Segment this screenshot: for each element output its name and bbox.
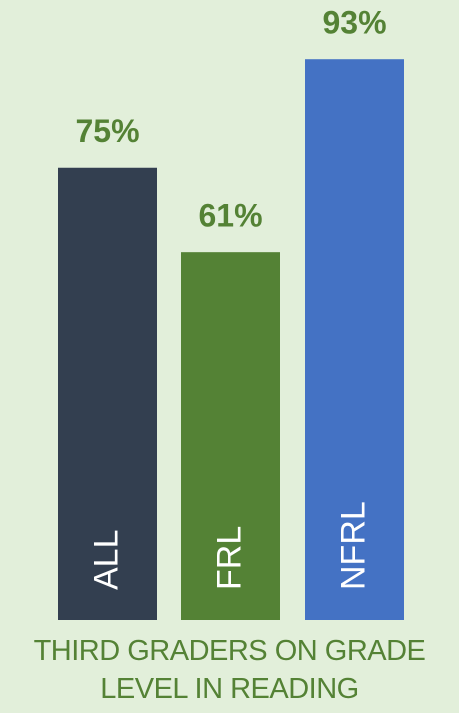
category-label: FRL <box>210 526 248 590</box>
chart-title: THIRD GRADERS ON GRADE LEVEL IN READING <box>33 635 426 705</box>
value-label: 61% <box>198 198 262 234</box>
value-label: 93% <box>322 5 386 41</box>
chart-title-box: THIRD GRADERS ON GRADE LEVEL IN READING <box>0 632 459 708</box>
bar <box>305 59 404 620</box>
value-label: 75% <box>75 113 139 149</box>
category-label: ALL <box>87 530 125 591</box>
category-label: NFRL <box>334 501 372 590</box>
bar <box>58 167 157 620</box>
chart: 75% ALL 61% FRL 93% NFRL <box>58 5 404 621</box>
bar <box>181 252 280 621</box>
